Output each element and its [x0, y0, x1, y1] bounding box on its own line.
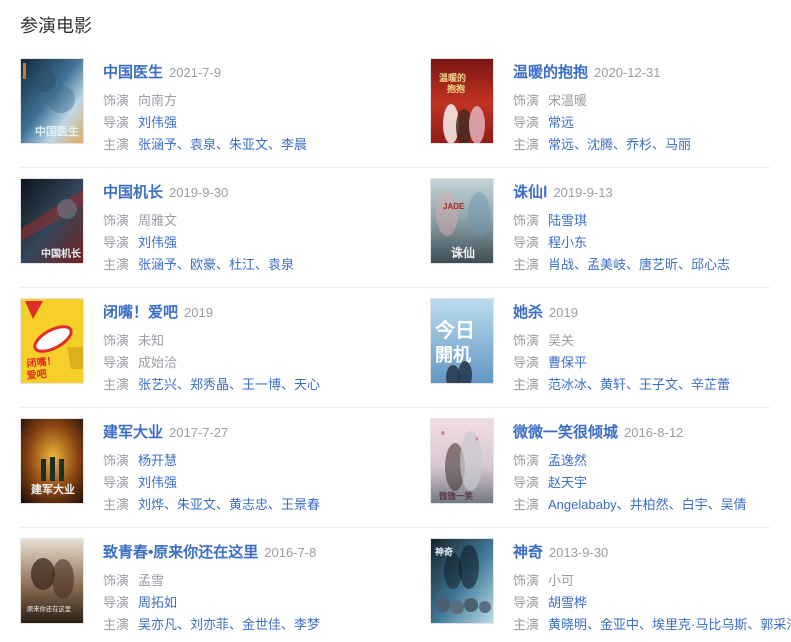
svg-text:建军大业: 建军大业 — [31, 482, 75, 496]
svg-text:诛仙: 诛仙 — [451, 245, 475, 260]
svg-text:中国医生: 中国医生 — [35, 124, 79, 138]
svg-text:原来你还在这里: 原来你还在这里 — [27, 604, 71, 613]
svg-text:温暖的: 温暖的 — [439, 72, 466, 83]
svg-text:微微一笑: 微微一笑 — [438, 491, 474, 501]
svg-text:抱抱: 抱抱 — [447, 83, 465, 94]
svg-text:中国机长: 中国机长 — [41, 247, 82, 260]
svg-text:今日: 今日 — [435, 318, 475, 342]
svg-text:JADE: JADE — [443, 202, 465, 211]
svg-text:神奇: 神奇 — [435, 546, 453, 557]
